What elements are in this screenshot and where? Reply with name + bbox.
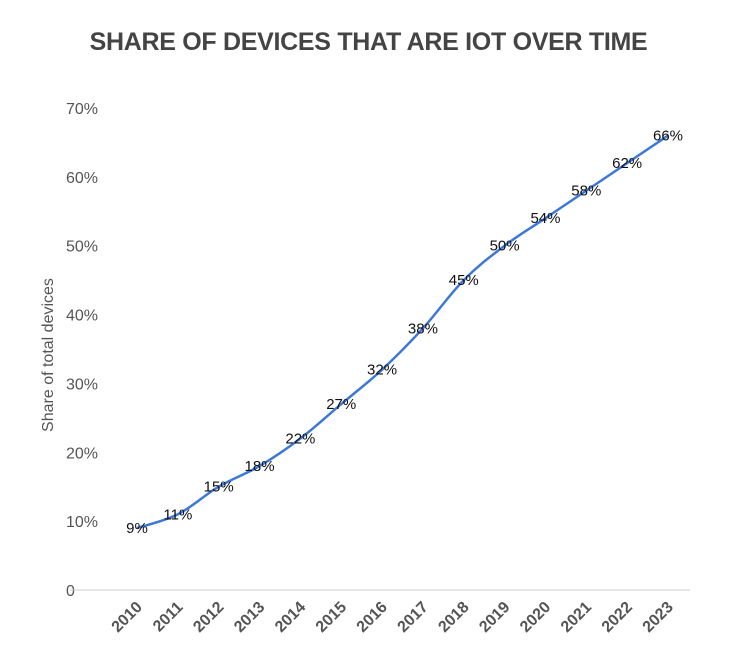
y-tick-label: 50% [66,239,98,256]
x-tick-label: 2013 [231,599,268,636]
data-label: 38% [408,320,438,337]
x-tick-label: 2016 [354,599,391,636]
chart-title: SHARE OF DEVICES THAT ARE IOT OVER TIME [89,28,648,56]
y-tick-label: 10% [66,514,98,531]
x-tick-label: 2023 [640,599,677,636]
data-labels: 9% 11% 15% 18% 22% 27% 32% 38% 45% 50% 54% 58% 62% 66… [126,128,683,537]
x-tick-label: 2021 [558,599,595,636]
data-label: 54% [530,210,560,227]
data-label: 27% [326,396,356,413]
y-axis-label: Share of total devices [40,278,57,432]
x-tick-label: 2012 [190,599,227,636]
y-tick-label: 30% [66,376,98,393]
data-label: 58% [571,183,601,200]
data-label: 50% [490,238,520,255]
data-label: 32% [367,362,397,379]
y-tick-label: 70% [66,101,98,118]
x-tick-label: 2014 [272,599,309,636]
y-tick-label: 60% [66,170,98,187]
y-axis: 0 10% 20% 30% 40% 50% 60% 70% [66,101,98,600]
data-label: 62% [612,155,642,172]
x-tick-label: 2017 [395,599,432,636]
y-tick-label: 20% [66,445,98,462]
x-tick-label: 2010 [109,599,146,636]
data-label: 22% [285,431,315,448]
data-label: 15% [204,479,234,496]
series-line [136,134,669,530]
x-tick-label: 2015 [313,599,350,636]
data-label: 18% [245,458,275,475]
x-axis: 2010 2011 2012 2013 2014 2015 2016 2017 2018 2019… [109,599,677,636]
data-label: 45% [449,272,479,289]
data-label: 66% [653,128,683,145]
y-tick-label: 40% [66,308,98,325]
data-label: 9% [126,520,148,537]
x-tick-label: 2011 [150,599,187,636]
x-tick-label: 2020 [517,599,554,636]
y-tick-label: 0 [66,583,75,600]
x-tick-label: 2019 [476,599,513,636]
x-tick-label: 2018 [435,599,472,636]
x-tick-label: 2022 [599,599,636,636]
data-label: 11% [163,506,192,523]
